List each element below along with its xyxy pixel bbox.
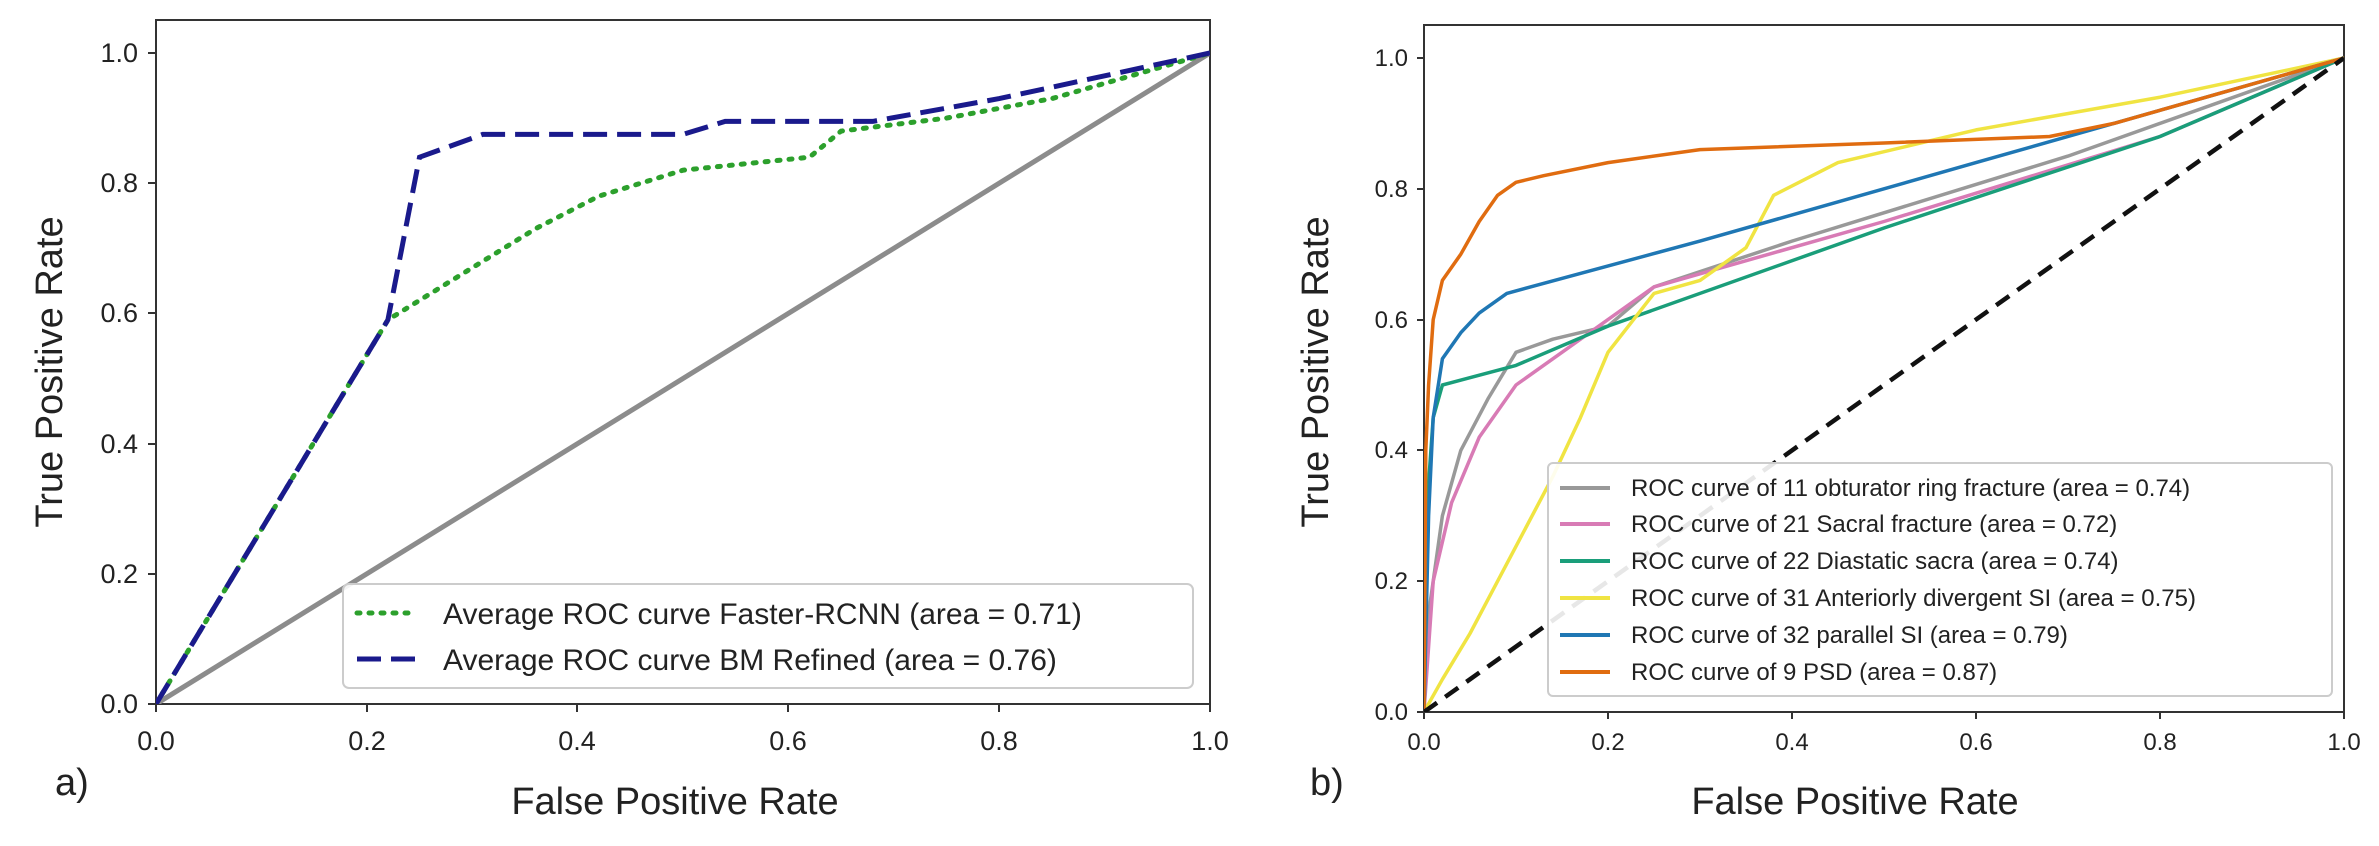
panel-b-y-tick-label: 0.2 bbox=[1375, 568, 1408, 595]
panel-b-y-tick-label: 1.0 bbox=[1375, 45, 1408, 72]
panel-a-series-faster-rcnn-line bbox=[156, 50, 1210, 704]
panel-b-x-tick-label: 1.0 bbox=[2327, 729, 2360, 756]
panel-a-x-tick-label: 0.4 bbox=[558, 726, 596, 756]
panel-a-y-tick-label: 0.4 bbox=[100, 429, 138, 459]
panel-a-legend-label-bm-refined: Average ROC curve BM Refined (area = 0.7… bbox=[443, 644, 1057, 677]
panel-a-y-tick-label: 0.8 bbox=[100, 168, 138, 198]
panel-b-legend-label-sacral-fracture: ROC curve of 21 Sacral fracture (area = … bbox=[1631, 511, 2117, 538]
panel-a-y-tick-label: 0.2 bbox=[100, 559, 138, 589]
panel-b-x-tick-label: 0.2 bbox=[1591, 729, 1624, 756]
panel-a-y-tick-label: 0.6 bbox=[100, 298, 138, 328]
panel-a-x-tick-label: 1.0 bbox=[1191, 726, 1229, 756]
panel-b-legend-label-psd: ROC curve of 9 PSD (area = 0.87) bbox=[1631, 659, 1997, 686]
panel-b-tag: b) bbox=[1310, 762, 1344, 804]
panel-b-y-ticks: 0.0 0.2 0.4 0.6 0.8 1.0 bbox=[1375, 45, 1424, 726]
panel-a-y-axis-title: True Positive Rate bbox=[29, 216, 71, 527]
panel-b-legend-box bbox=[1547, 462, 2333, 697]
panel-a-x-axis-title: False Positive Rate bbox=[511, 781, 838, 823]
panel-a-y-tick-label: 0.0 bbox=[100, 689, 138, 719]
panel-b-legend: ROC curve of 11 obturator ring fracture … bbox=[1547, 462, 2333, 697]
panel-a-x-tick-label: 0.8 bbox=[980, 726, 1018, 756]
panel-a-x-tick-label: 0.0 bbox=[137, 726, 175, 756]
panel-b-series-psd-line bbox=[1424, 56, 2344, 712]
panel-a-legend: Average ROC curve Faster-RCNN (area = 0.… bbox=[342, 583, 1194, 689]
panel-b-x-tick-label: 0.0 bbox=[1407, 729, 1440, 756]
panel-b-x-ticks: 0.0 0.2 0.4 0.6 0.8 1.0 bbox=[1407, 712, 2361, 756]
panel-b-x-tick-label: 0.4 bbox=[1775, 729, 1808, 756]
panel-b-y-axis-title: True Positive Rate bbox=[1295, 216, 1337, 527]
panel-a-reference-line bbox=[156, 50, 1210, 704]
panel-a-tag: a) bbox=[55, 762, 89, 804]
panel-a: 0.0 0.2 0.4 0.6 0.8 1.0 0.0 0.2 0.4 0.6 … bbox=[29, 19, 1229, 823]
panel-a-series-bm-refined-line bbox=[156, 50, 1210, 704]
panel-b-legend-label-diastatic-sacra: ROC curve of 22 Diastatic sacra (area = … bbox=[1631, 548, 2119, 575]
panel-b-y-tick-label: 0.6 bbox=[1375, 307, 1408, 334]
panel-b-series-parallel-si-line bbox=[1424, 56, 2344, 712]
panel-b-legend-label-obturator-ring: ROC curve of 11 obturator ring fracture … bbox=[1631, 475, 2190, 502]
panel-b-x-axis-title: False Positive Rate bbox=[1691, 781, 2018, 823]
panel-a-y-tick-label: 1.0 bbox=[100, 38, 138, 68]
panel-b-legend-label-parallel-si: ROC curve of 32 parallel SI (area = 0.79… bbox=[1631, 622, 2068, 649]
panel-b-legend-label-anteriorly-divergent: ROC curve of 31 Anteriorly divergent SI … bbox=[1631, 585, 2196, 612]
panel-b-x-tick-label: 0.8 bbox=[2143, 729, 2176, 756]
panel-a-y-ticks: 0.0 0.2 0.4 0.6 0.8 1.0 bbox=[100, 38, 156, 719]
panel-b-series-obturator-ring-line bbox=[1424, 56, 2344, 712]
panel-a-legend-label-faster-rcnn: Average ROC curve Faster-RCNN (area = 0.… bbox=[443, 598, 1082, 631]
panel-b-y-tick-label: 0.0 bbox=[1375, 699, 1408, 726]
panel-b-x-tick-label: 0.6 bbox=[1959, 729, 1992, 756]
panel-a-x-ticks: 0.0 0.2 0.4 0.6 0.8 1.0 bbox=[137, 704, 1229, 756]
panel-b-series-anteriorly-divergent-line bbox=[1424, 56, 2344, 712]
panel-a-x-tick-label: 0.2 bbox=[348, 726, 386, 756]
panel-a-legend-box bbox=[342, 583, 1194, 689]
panel-b: 0.0 0.2 0.4 0.6 0.8 1.0 0.0 0.2 0.4 0.6 … bbox=[1295, 24, 2361, 823]
panel-b-y-tick-label: 0.4 bbox=[1375, 437, 1408, 464]
panel-a-x-tick-label: 0.6 bbox=[769, 726, 807, 756]
panel-b-y-tick-label: 0.8 bbox=[1375, 176, 1408, 203]
